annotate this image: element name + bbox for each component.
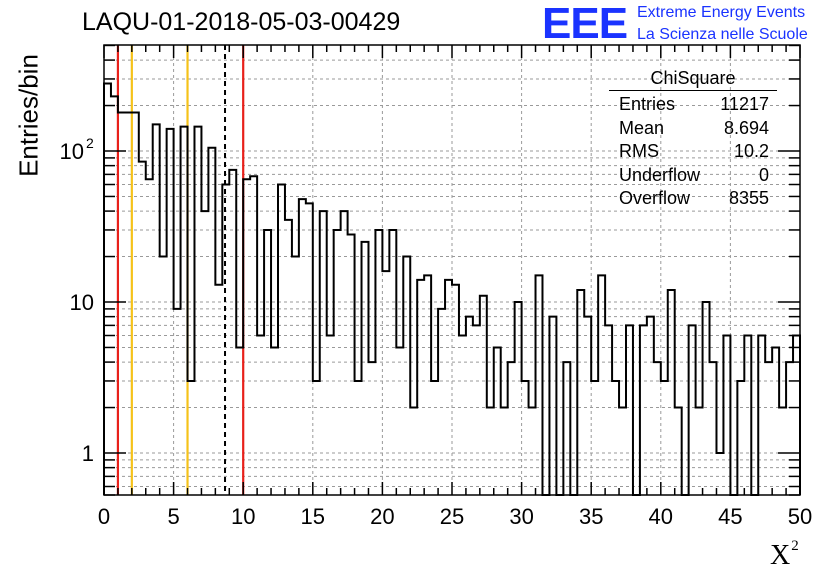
x-tick-label: 0 [98, 504, 110, 529]
stats-row-overflow: Overflow 8355 [609, 187, 777, 211]
stats-label: Entries [619, 94, 676, 114]
x-tick-label: 30 [509, 504, 533, 529]
y-tick-label: 10 [70, 290, 94, 315]
stats-label: Underflow [619, 164, 701, 185]
stats-label: RMS [619, 141, 659, 161]
eee-logo: EEE [542, 0, 628, 48]
x-tick-label: 35 [579, 504, 603, 529]
x-axis-label: X2 [770, 538, 799, 572]
x-axis-label-main: X [770, 540, 791, 571]
x-tick-label: 45 [718, 504, 742, 529]
y-tick-label: 1 [82, 441, 94, 466]
x-tick-label: 20 [370, 504, 394, 529]
stats-box: ChiSquare Entries 11217 Mean 8.694 RMS 10.2… [609, 68, 777, 211]
x-tick-label: 10 [231, 504, 255, 529]
stats-title: ChiSquare [609, 68, 777, 91]
stats-label: Mean [619, 117, 665, 138]
x-tick-label: 5 [167, 504, 179, 529]
stats-value: 11217 [720, 94, 769, 114]
stats-value: 10.2 [733, 141, 769, 161]
stats-row-mean: Mean 8.694 [609, 117, 777, 141]
chart-title: LAQU-01-2018-05-03-00429 [82, 8, 401, 36]
plot-frame [103, 44, 801, 496]
logo-line-1: Extreme Energy Events [637, 4, 806, 21]
x-tick-label: 15 [301, 504, 325, 529]
y-tick-label-exponent: 2 [86, 135, 94, 151]
stats-label: Overflow [619, 188, 691, 208]
stats-row-rms: RMS 10.2 [609, 140, 777, 164]
y-tick-label: 10 [60, 139, 84, 164]
y-axis-label-wrap: Entries/bin [6, 40, 44, 190]
grid-lines [104, 45, 800, 495]
stats-row-underflow: Underflow 0 [609, 164, 777, 188]
x-tick-labels: 0 5 10 15 20 25 30 35 40 45 50 [98, 504, 812, 529]
x-tick-label: 25 [440, 504, 464, 529]
stats-row-entries: Entries 11217 [609, 93, 777, 117]
x-tick-label: 40 [649, 504, 673, 529]
stats-value: 8.694 [723, 117, 769, 138]
y-axis-label: Entries/bin [13, 54, 44, 177]
x-tick-label: 50 [788, 504, 812, 529]
stats-value: 0 [758, 164, 769, 185]
stats-value: 8355 [728, 188, 769, 208]
axis-ticks [103, 44, 801, 496]
logo-line-2: La Scienza nelle Scuole [637, 26, 808, 43]
x-axis-label-sup: 2 [791, 538, 799, 554]
